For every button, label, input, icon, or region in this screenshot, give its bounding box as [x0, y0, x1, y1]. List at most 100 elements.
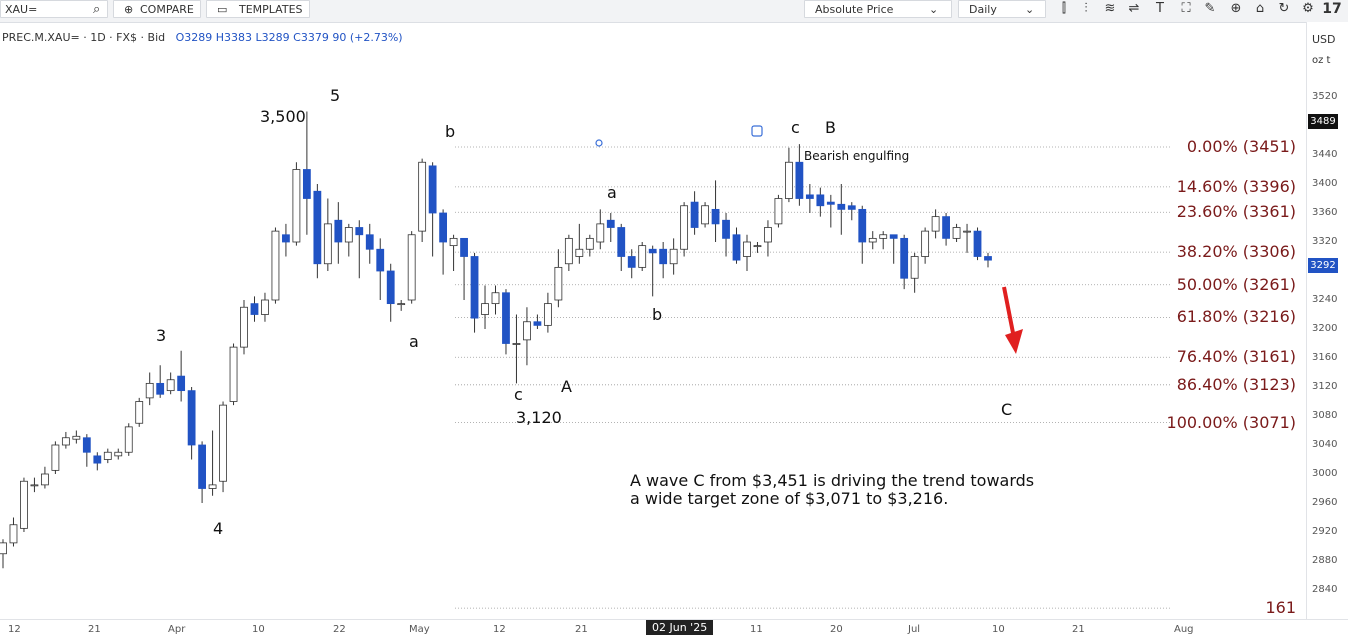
plus-circle-icon: ⊕: [124, 3, 134, 16]
zoom-icon[interactable]: ⊕: [1230, 1, 1242, 16]
wave-label: 4: [213, 519, 224, 538]
note-line: A wave C from $3,451 is driving the tren…: [630, 471, 1035, 490]
undo-icon[interactable]: ⌂: [1255, 1, 1265, 16]
y-tick-label: 3000: [1312, 468, 1338, 479]
candle: [30, 477, 39, 493]
close-value: C3379: [293, 31, 329, 44]
y-tick-label: 3200: [1312, 323, 1338, 334]
analysis-note: A wave C from $3,451 is driving the tren…: [630, 472, 1034, 508]
candle: [879, 231, 888, 250]
y-tick-label: 3520: [1312, 91, 1338, 102]
candle: [271, 227, 280, 304]
x-tick-label: Apr: [168, 624, 186, 635]
note-line: a wide target zone of $3,071 to $3,216.: [630, 489, 949, 508]
x-tick-label: May: [409, 624, 430, 635]
candle: [93, 452, 102, 471]
y-tick-label: 3320: [1312, 236, 1338, 247]
candle: [72, 430, 81, 444]
candle: [491, 285, 500, 315]
candle: [344, 223, 353, 257]
toolbar-icons: ⫿ ⫶ ≋ ⇌ T ⛶ ✎ ⊕ ⌂ ↻ ⚙ 17: [1052, 0, 1348, 18]
wave-label: 5: [330, 86, 341, 105]
candle: [921, 227, 930, 264]
candlestick-chart[interactable]: [0, 22, 1306, 619]
wave-label: b: [445, 122, 456, 141]
candle: [963, 223, 971, 253]
fib-level-label: 14.60% (3396): [1176, 176, 1296, 196]
shape-icon[interactable]: ⛶: [1181, 1, 1191, 16]
candle: [376, 238, 385, 300]
symbol-input[interactable]: XAU= ⌕: [0, 0, 108, 18]
candle: [51, 441, 60, 474]
folder-icon: ▭: [217, 3, 228, 16]
instrument-label: PREC.M.XAU= · 1D · FX$ · Bid: [2, 31, 166, 44]
search-icon[interactable]: ⌕: [93, 2, 101, 17]
bearish-engulfing-annotation: Bearish engulfing: [804, 149, 910, 163]
currency-select[interactable]: USD: [1312, 33, 1336, 46]
candle: [365, 223, 374, 264]
interval-select[interactable]: Daily ⌄: [958, 0, 1046, 18]
candle: [313, 184, 322, 279]
low-value: L3289: [255, 31, 290, 44]
y-tick-label: 3240: [1312, 294, 1338, 305]
symbol-input-value: XAU=: [5, 3, 38, 16]
templates-button[interactable]: ▭ TEMPLATES: [206, 0, 310, 18]
drawing-handle[interactable]: [595, 139, 603, 147]
price-mode-select[interactable]: Absolute Price ⌄: [804, 0, 952, 18]
candle: [103, 448, 112, 464]
candle: [334, 202, 343, 264]
unit-select[interactable]: oz t: [1312, 55, 1331, 66]
candle: [617, 223, 626, 271]
templates-label: TEMPLATES: [239, 3, 303, 16]
candle: [124, 423, 133, 456]
candle: [795, 144, 804, 206]
candle: [543, 292, 552, 333]
candle: [585, 234, 594, 257]
wave-label: 3,500: [260, 107, 306, 126]
y-tick-label: 2960: [1312, 497, 1338, 508]
candle: [606, 213, 615, 242]
candle: [208, 430, 217, 496]
candle: [439, 209, 448, 275]
y-tick-label: 3400: [1312, 178, 1338, 189]
x-tick-label: 21: [88, 624, 101, 635]
y-tick-label: 3440: [1312, 149, 1338, 160]
change-value: 90 (+2.73%): [332, 31, 403, 44]
candle: [240, 300, 248, 355]
indicator-icon[interactable]: ⇌: [1128, 1, 1140, 16]
price-mode-value: Absolute Price: [815, 3, 894, 16]
candle: [847, 202, 856, 221]
bars-icon[interactable]: ⫶: [1084, 1, 1088, 16]
toolbar: XAU= ⌕ ⊕ COMPARE ▭ TEMPLATES Absolute Pr…: [0, 0, 1348, 23]
candle: [973, 227, 982, 261]
candle: [460, 237, 468, 300]
wave-label: a: [607, 183, 617, 202]
compare-label: COMPARE: [140, 3, 194, 16]
draw-icon[interactable]: ✎: [1204, 1, 1216, 16]
x-tick-label: 10: [252, 624, 265, 635]
fib-level-label: 86.40% (3123): [1176, 374, 1296, 394]
y-tick-label: 3160: [1312, 352, 1338, 363]
candle: [292, 162, 301, 246]
wave-label: 3,120: [516, 408, 562, 427]
candle: [533, 314, 542, 329]
candle: [732, 227, 741, 264]
text-icon[interactable]: T: [1156, 1, 1164, 16]
candle: [20, 477, 28, 532]
fib-level-label: 61.80% (3216): [1176, 307, 1296, 327]
compare-button[interactable]: ⊕ COMPARE: [113, 0, 201, 18]
wave-label: 3: [156, 326, 167, 345]
candle: [523, 307, 531, 366]
drawing-handle[interactable]: [751, 125, 763, 137]
candle: [774, 194, 783, 228]
candles-icon[interactable]: ⫿: [1061, 1, 1067, 16]
candle: [680, 202, 689, 257]
wave-icon[interactable]: ≋: [1104, 1, 1116, 16]
candle: [0, 539, 7, 569]
x-tick-label: 11: [750, 624, 763, 635]
y-tick-label: 3080: [1312, 410, 1338, 421]
fib-level-label: 50.00% (3261): [1176, 274, 1296, 294]
refresh-icon[interactable]: ↻: [1278, 1, 1290, 16]
candle: [722, 213, 730, 257]
settings-icon[interactable]: ⚙: [1302, 1, 1314, 16]
